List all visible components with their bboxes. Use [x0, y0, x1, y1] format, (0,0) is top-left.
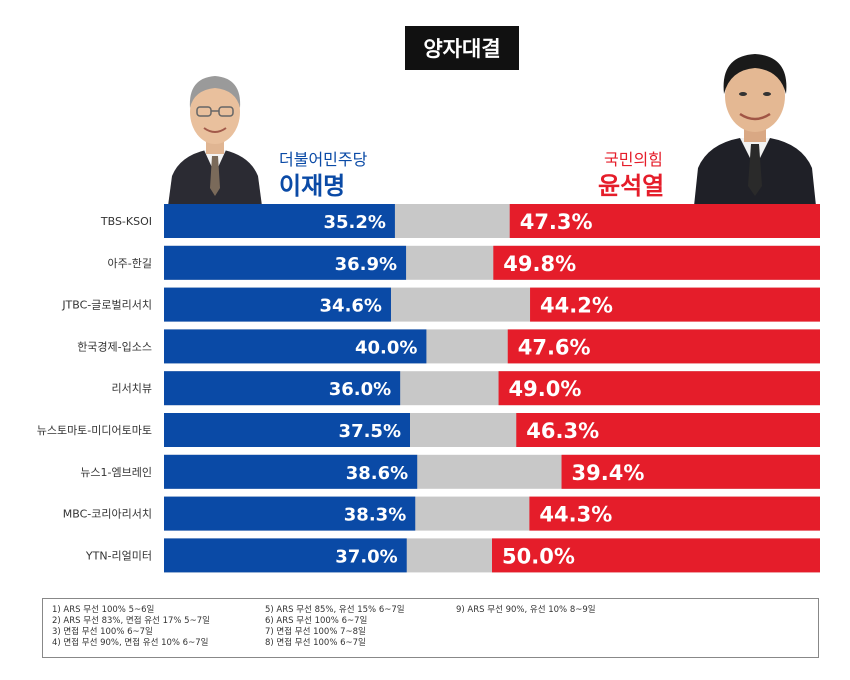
data-label-이재명: 37.0%: [335, 546, 397, 567]
bar-이재명: [164, 538, 407, 573]
category-label: JTBC-글로벌리서치: [61, 299, 152, 312]
left-candidate-name: 이재명: [279, 172, 346, 200]
bar-이재명: [164, 496, 416, 531]
data-label-이재명: 38.6%: [346, 463, 408, 484]
left-candidate-party: 더불어민주당: [279, 150, 368, 169]
bar-윤석열: [492, 538, 820, 573]
data-label-이재명: 36.0%: [329, 379, 391, 400]
bar-윤석열: [561, 454, 820, 489]
bar-윤석열: [493, 245, 820, 280]
footnote: 9) ARS 무선 90%, 유선 10% 8~9일: [456, 605, 596, 615]
footnote: 8) 면접 무선 100% 6~7일: [265, 638, 366, 648]
left-candidate-portrait: [168, 76, 262, 206]
bar-이재명: [164, 245, 407, 280]
data-label-이재명: 37.5%: [339, 421, 401, 442]
footnotes-col-1: 1) ARS 무선 100% 5~6일 2) ARS 무선 83%, 면접 유선…: [52, 605, 210, 649]
bar-이재명: [164, 329, 427, 364]
poll-chart: TBS-KSOI 35.2% 47.3% 아주-한길 36.9% 49.8% JTBC-글로…: [37, 204, 820, 573]
category-label: 뉴스1-엠브레인: [80, 466, 152, 479]
bar-윤석열: [529, 496, 820, 531]
bar-이재명: [164, 371, 401, 406]
bar-윤석열: [498, 371, 820, 406]
footnote: 7) 면접 무선 100% 7~8일: [265, 627, 366, 637]
data-label-윤석열: 44.3%: [539, 503, 612, 527]
footnote: 6) ARS 무선 100% 6~7일: [265, 616, 368, 626]
category-label: MBC-코리아리서치: [63, 508, 152, 521]
category-label: 뉴스토마토-미디어토마토: [37, 424, 152, 437]
right-candidate-portrait: [694, 54, 816, 206]
data-label-윤석열: 47.3%: [520, 210, 593, 234]
data-label-윤석열: 50.0%: [502, 544, 575, 568]
data-label-윤석열: 49.8%: [503, 252, 576, 276]
data-label-윤석열: 46.3%: [526, 419, 599, 443]
bar-이재명: [164, 413, 410, 447]
data-label-윤석열: 49.0%: [509, 377, 582, 401]
bar-이재명: [164, 287, 391, 322]
bar-윤석열: [516, 413, 820, 447]
chart-title: 양자대결: [405, 26, 519, 70]
footnote: 5) ARS 무선 85%, 유선 15% 6~7일: [265, 605, 405, 615]
footnotes-col-2: 5) ARS 무선 85%, 유선 15% 6~7일 6) ARS 무선 100…: [265, 605, 405, 649]
category-label: 아주-한길: [108, 257, 152, 270]
category-label: 리서치뷰: [112, 382, 152, 395]
data-label-이재명: 34.6%: [320, 296, 382, 317]
category-label: TBS-KSOI: [100, 215, 152, 228]
bar-이재명: [164, 454, 418, 489]
footnote: 2) ARS 무선 83%, 면접 유선 17% 5~7일: [52, 616, 210, 626]
data-label-이재명: 38.3%: [344, 505, 406, 526]
data-label-윤석열: 47.6%: [518, 335, 591, 359]
data-label-이재명: 35.2%: [323, 212, 385, 233]
footnote: 4) 면접 무선 90%, 면접 유선 10% 6~7일: [52, 638, 209, 648]
footnote: 1) ARS 무선 100% 5~6일: [52, 605, 155, 615]
data-label-이재명: 36.9%: [335, 254, 397, 275]
bar-윤석열: [530, 287, 820, 322]
footnote: 3) 면접 무선 100% 6~7일: [52, 627, 153, 637]
bar-이재명: [164, 204, 395, 238]
data-label-이재명: 40.0%: [355, 337, 417, 358]
data-label-윤석열: 44.2%: [540, 294, 613, 318]
category-label: 한국경제-입소스: [77, 340, 152, 353]
category-label: YTN-리얼미터: [85, 548, 152, 562]
right-candidate-party: 국민의힘: [604, 150, 663, 169]
data-label-윤석열: 39.4%: [572, 461, 645, 485]
bar-윤석열: [507, 329, 820, 364]
bar-윤석열: [509, 204, 820, 238]
footnotes-col-3: 9) ARS 무선 90%, 유선 10% 8~9일: [456, 605, 596, 616]
footnotes-box: 1) ARS 무선 100% 5~6일 2) ARS 무선 83%, 면접 유선…: [42, 598, 819, 658]
right-candidate-name: 윤석열: [598, 172, 665, 200]
